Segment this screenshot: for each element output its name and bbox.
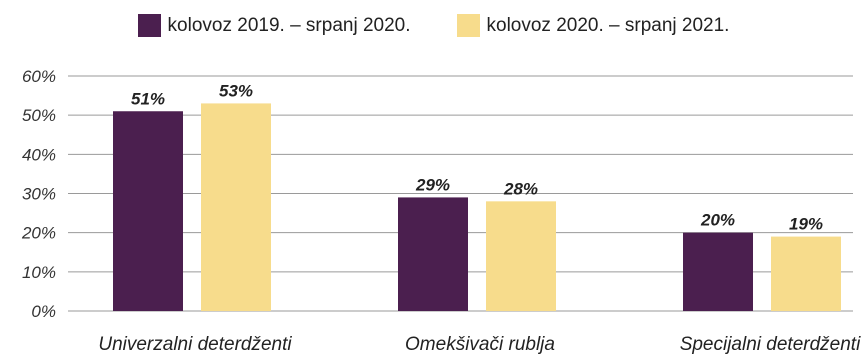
value-label: 53% bbox=[219, 81, 253, 100]
value-label: 19% bbox=[789, 215, 823, 234]
y-axis-ticks: 0% 10% 20% 30% 40% 50% 60% bbox=[21, 67, 56, 321]
value-label: 20% bbox=[700, 211, 735, 230]
legend-item-series-1: kolovoz 2019. – srpanj 2020. bbox=[137, 14, 411, 37]
y-tick-label: 10% bbox=[22, 263, 56, 282]
x-category-label: Omekšivači rublja bbox=[405, 334, 555, 355]
y-tick-label: 40% bbox=[22, 145, 56, 164]
legend-item-series-2: kolovoz 2020. – srpanj 2021. bbox=[456, 14, 730, 37]
value-label: 51% bbox=[131, 89, 165, 108]
x-category-label: Specijalni deterdženti bbox=[680, 334, 861, 355]
value-labels: 51% 53% 29% 28% 20% 19% bbox=[131, 81, 823, 233]
legend-label-series-2: kolovoz 2020. – srpanj 2021. bbox=[486, 14, 730, 36]
x-axis-labels: Univerzalni deterdženti Omekšivači rublja… bbox=[98, 334, 861, 355]
bars bbox=[113, 103, 841, 312]
legend-swatch-series-2 bbox=[456, 14, 480, 37]
bar-1-2 bbox=[398, 197, 468, 311]
x-category-label: Univerzalni deterdženti bbox=[98, 334, 292, 355]
legend: kolovoz 2019. – srpanj 2020. kolovoz 202… bbox=[0, 14, 867, 37]
bar-2-1 bbox=[201, 103, 271, 312]
y-tick-label: 20% bbox=[21, 224, 56, 243]
value-label: 29% bbox=[415, 175, 450, 194]
legend-label-series-1: kolovoz 2019. – srpanj 2020. bbox=[167, 14, 411, 36]
bar-1-3 bbox=[683, 232, 753, 311]
legend-swatch-series-1 bbox=[137, 14, 161, 37]
y-tick-label: 30% bbox=[22, 185, 56, 204]
bar-1-1 bbox=[113, 111, 183, 311]
y-tick-label: 50% bbox=[22, 106, 56, 125]
value-label: 28% bbox=[503, 179, 538, 198]
bar-2-2 bbox=[486, 201, 556, 311]
y-tick-label: 60% bbox=[22, 67, 56, 86]
bar-2-3 bbox=[771, 236, 841, 311]
y-tick-label: 0% bbox=[31, 302, 56, 321]
